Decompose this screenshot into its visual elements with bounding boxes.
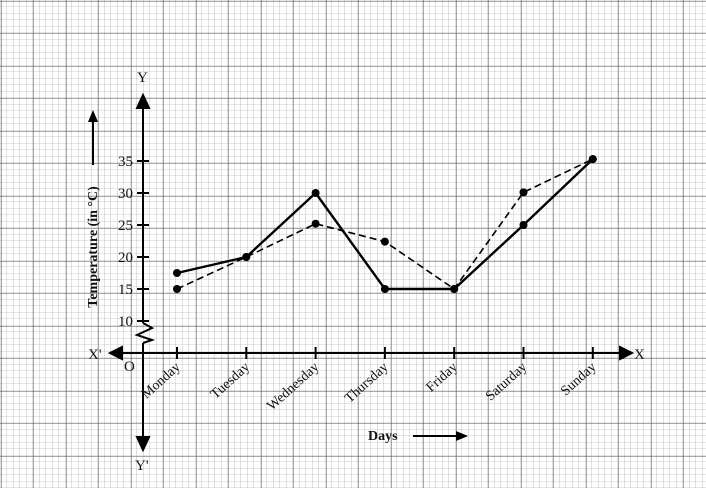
y-axis-arrow-up [135, 92, 151, 109]
y-tick-label: 10 [118, 314, 133, 330]
origin-label: O [124, 359, 135, 375]
data-point-dashed [311, 219, 320, 228]
data-point-dashed [450, 285, 459, 293]
y-axis-arrow-down [135, 436, 151, 453]
y-tick-label: 25 [118, 218, 133, 234]
x-axis-arrow-right [619, 345, 635, 361]
y-axis-label-bottom: Y' [135, 458, 149, 474]
y-axis-label-top: Y [137, 70, 148, 86]
y-ticks: 10 15 20 25 30 35 [118, 154, 149, 330]
x-axis-arrow-left [107, 345, 123, 361]
x-title-arrow-head [456, 431, 468, 441]
y-title-arrow-head [88, 110, 98, 122]
y-axis-title: Temperature (in °C) [86, 186, 101, 308]
y-tick-label: 20 [118, 250, 133, 266]
data-point-solid [173, 269, 181, 277]
y-axis-title-group: Temperature (in °C) [86, 110, 101, 308]
x-axis-title-group: Days [368, 429, 468, 444]
data-point-solid [311, 189, 320, 197]
data-point-dashed [588, 155, 597, 164]
x-axis-label-left: X' [88, 347, 102, 363]
x-axis-title: Days [368, 429, 398, 444]
data-point-dashed [173, 285, 181, 293]
data-point-dashed [242, 253, 251, 261]
axis-break-symbol [134, 322, 156, 344]
data-point-dashed [380, 237, 389, 246]
y-tick-label: 15 [118, 282, 133, 298]
y-tick-label: 35 [118, 154, 133, 170]
y-tick-label: 30 [118, 186, 133, 202]
x-axis-label-right: X [634, 347, 645, 363]
data-point-solid [380, 285, 389, 293]
series-layer [173, 155, 597, 293]
data-point-dashed [519, 188, 528, 197]
axes [107, 92, 635, 453]
data-point-solid [519, 221, 528, 229]
